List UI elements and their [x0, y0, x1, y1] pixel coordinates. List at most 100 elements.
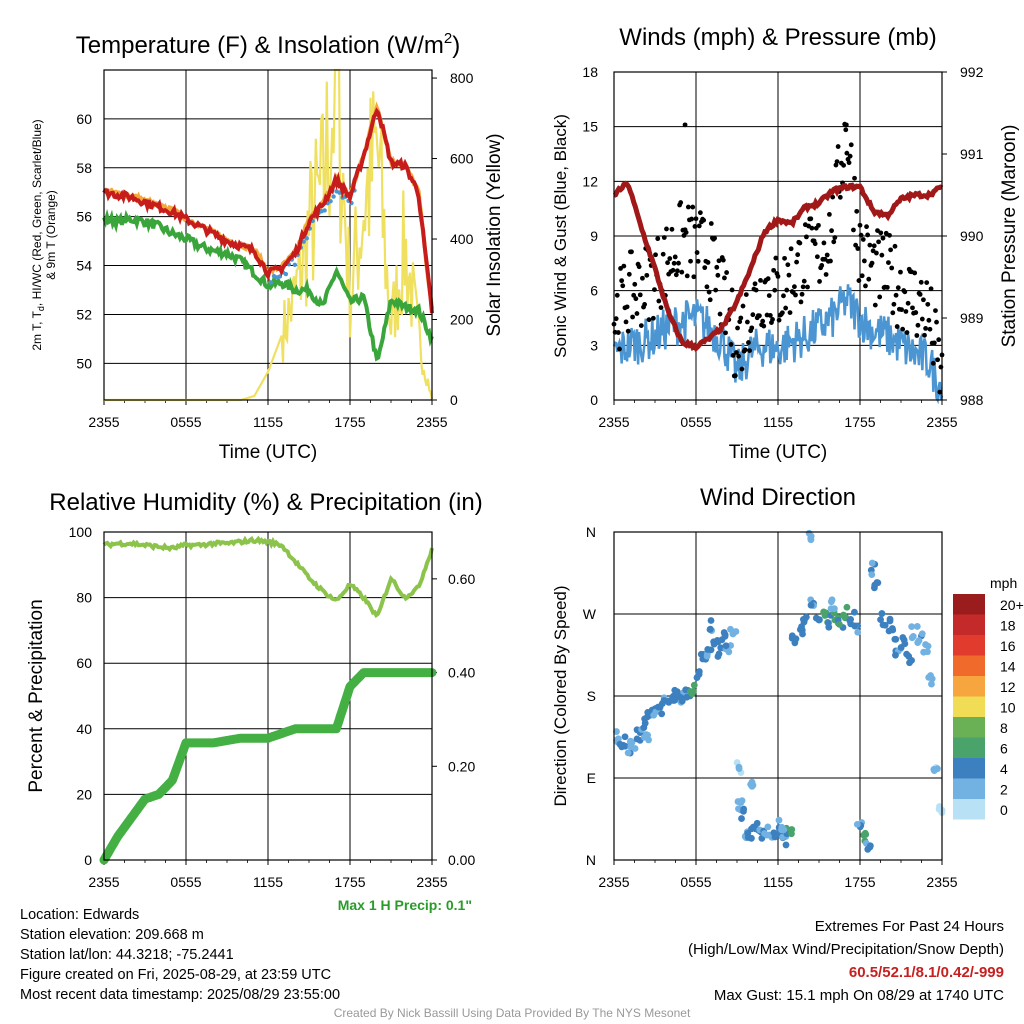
gust-point [851, 227, 856, 233]
wind-direction-point [658, 710, 666, 718]
gust-point [708, 221, 714, 226]
wind-direction-point [707, 646, 715, 654]
wind-direction-point [843, 603, 851, 611]
wind-direction-point [782, 841, 790, 849]
gust-point [671, 260, 677, 266]
humidity-x-tick-label: 0555 [170, 874, 201, 890]
wind-direction-point [807, 536, 815, 544]
gust-point [801, 278, 807, 284]
gust-point [695, 258, 701, 264]
gust-point [903, 309, 909, 314]
gust-point [652, 287, 657, 293]
pressure-y2-tick-label: 991 [960, 146, 984, 162]
gust-point [717, 311, 723, 317]
gust-point [869, 260, 875, 266]
gust-point [750, 312, 756, 318]
wind-direction-point [900, 636, 908, 644]
gust-point [910, 305, 915, 311]
wind-direction-point [628, 739, 636, 747]
wind-direction-point [888, 625, 896, 632]
created-label: Figure created on Fri, 2025-08-29, at 23… [20, 967, 332, 983]
gust-point [884, 284, 890, 290]
temperature-y-label-a: 2m T, T [30, 310, 44, 350]
gust-point [644, 272, 650, 278]
gust-point [624, 304, 630, 310]
winds-y-tick-label: 0 [590, 392, 598, 408]
gust-point [653, 252, 658, 258]
gust-point [857, 222, 863, 228]
winds-x-tick-label: 2355 [926, 414, 957, 430]
gust-point [859, 273, 865, 279]
wind-direction-point [735, 765, 743, 772]
gust-point [758, 277, 763, 283]
gust-point [874, 250, 879, 256]
gust-point [632, 281, 638, 287]
gust-point [821, 240, 827, 246]
max-hourly-precip-label: Max 1 H Precip: 0.1" [338, 897, 472, 913]
gust-point [776, 317, 782, 323]
precip-y2-tick-label: 0.40 [448, 665, 475, 681]
gust-point [619, 278, 625, 284]
max-gust-label: Max Gust: 15.1 mph On 08/29 at 1740 UTC [713, 987, 1004, 1004]
gust-point [894, 324, 900, 329]
gust-point [804, 234, 809, 240]
wind-direction-point [778, 826, 785, 834]
gust-point [697, 210, 703, 216]
gust-point [688, 258, 693, 264]
gust-point [854, 208, 860, 214]
wind-direction-point [873, 579, 881, 586]
gust-point [743, 292, 749, 298]
gust-point [742, 347, 748, 353]
heat-index-point [322, 208, 327, 213]
gust-point [923, 325, 928, 331]
gust-point [895, 285, 901, 291]
wind-direction-point [654, 703, 662, 711]
pressure-y2-tick-label: 988 [960, 392, 984, 408]
gust-point [771, 267, 777, 273]
wind-direction-point [725, 648, 733, 656]
gust-point [775, 273, 781, 279]
gust-point [634, 311, 640, 316]
gust-point [620, 283, 626, 289]
speed-legend-label: 20+ [1000, 597, 1024, 613]
gust-point [891, 301, 897, 307]
max-gust-point [843, 122, 849, 128]
speed-legend-label: 6 [1000, 741, 1008, 757]
gust-point [797, 240, 803, 246]
winds-y-label: Sonic Wind & Gust (Blue, Black) [551, 114, 570, 358]
wind-direction-point [936, 803, 943, 810]
wind-direction-point [928, 675, 936, 683]
wind-direction-point [851, 622, 859, 630]
wind-direction-point [706, 626, 714, 633]
wind-direction-point [934, 765, 941, 773]
wind-direction-point [770, 829, 778, 837]
gust-point [667, 256, 673, 261]
speed-legend-swatch [953, 594, 985, 615]
gust-point [753, 287, 759, 293]
direction-y-tick-label: S [587, 688, 596, 704]
gust-point [615, 330, 621, 335]
gust-point [878, 230, 884, 236]
speed-legend-swatch [953, 655, 985, 676]
gust-point [642, 301, 648, 307]
gust-point [675, 268, 680, 274]
wind-direction-point [738, 815, 745, 822]
wind-direction-title: Wind Direction [700, 484, 856, 511]
gust-point [787, 310, 793, 315]
gust-point [684, 273, 690, 279]
gust-point [834, 159, 840, 164]
gust-point [673, 272, 679, 278]
humidity-y-tick-label: 40 [76, 721, 92, 737]
speed-legend-swatch [953, 737, 985, 758]
winds-frame [613, 71, 943, 401]
gust-point [701, 217, 707, 223]
gust-point [925, 301, 931, 307]
gust-point [621, 263, 627, 269]
gust-point [678, 200, 684, 205]
wind-direction-point [878, 610, 886, 618]
gust-point [617, 346, 622, 352]
wind-direction-point [922, 641, 929, 648]
winds-y-tick-label: 3 [590, 337, 598, 353]
